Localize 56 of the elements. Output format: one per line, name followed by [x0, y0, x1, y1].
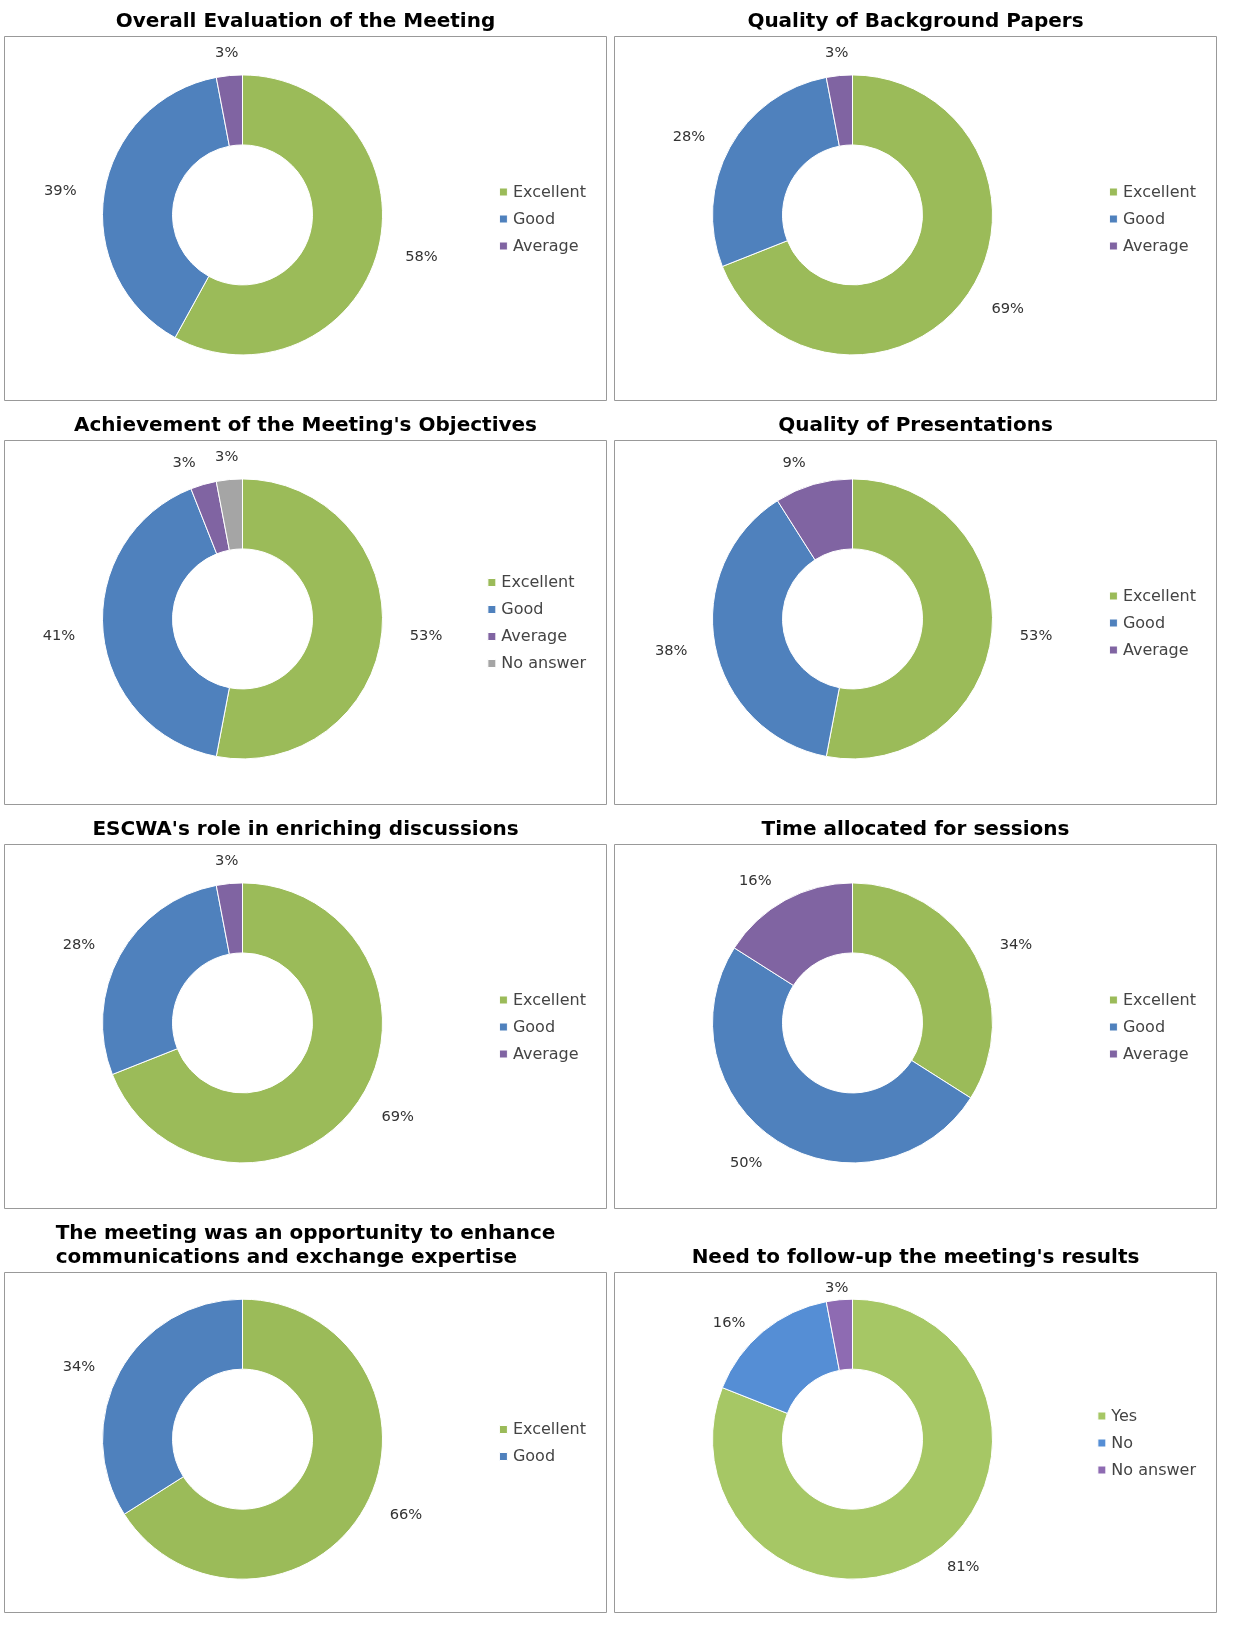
data-label: 9% — [782, 452, 806, 470]
data-label: 34% — [999, 935, 1033, 953]
legend-label: Average — [1122, 1043, 1189, 1063]
legend-label: Good — [512, 1446, 556, 1465]
legend-label: No — [1111, 1432, 1134, 1452]
data-label: 38% — [654, 641, 688, 659]
data-label: 81% — [946, 1557, 980, 1575]
data-label: 3% — [172, 452, 196, 470]
chart-title: The meeting was an opportunity to enhance communications and exchange expertise — [55, 1219, 556, 1268]
legend-label: Good — [512, 1016, 556, 1036]
legend-label: Good — [512, 208, 556, 228]
chart-title: Quality of Background Papers — [747, 7, 1084, 32]
data-label: 69% — [991, 298, 1025, 316]
legend-label: Excellent — [512, 181, 586, 201]
legend-label: Excellent — [501, 572, 575, 591]
data-label: 3% — [825, 1278, 849, 1296]
data-label: 53% — [1019, 625, 1053, 643]
data-label: 41% — [42, 625, 76, 643]
legend-label: No answer — [501, 653, 586, 672]
data-label: 66% — [389, 1504, 423, 1522]
data-label: 16% — [738, 870, 772, 888]
chart-title: Overall Evaluation of the Meeting — [115, 7, 496, 32]
legend-label: Average — [1122, 639, 1189, 659]
data-label: 34% — [62, 1356, 96, 1374]
data-label: 69% — [381, 1106, 415, 1124]
legend-label: Good — [501, 599, 544, 618]
legend-label: Excellent — [512, 989, 586, 1009]
chart-title: Time allocated for sessions — [761, 815, 1070, 840]
data-label: 58% — [405, 247, 438, 265]
legend-label: Average — [501, 626, 568, 645]
data-label: 3% — [215, 447, 239, 464]
legend-label: Excellent — [1122, 585, 1196, 605]
chart-title: ESCWA's role in enriching discussions — [92, 815, 519, 840]
legend-label: Excellent — [1122, 181, 1196, 201]
legend-label: Average — [512, 1043, 579, 1063]
legend-label: Good — [1122, 1016, 1166, 1036]
data-label: 53% — [409, 625, 443, 643]
legend-label: Good — [1122, 612, 1166, 632]
data-label: 3% — [215, 43, 239, 60]
legend-label: Excellent — [1122, 989, 1196, 1009]
data-label: 39% — [43, 180, 77, 198]
data-label: 3% — [825, 43, 849, 60]
chart-title: Quality of Presentations — [778, 411, 1053, 436]
legend-label: Average — [512, 235, 579, 255]
data-label: 28% — [62, 935, 96, 953]
chart-title: Achievement of the Meeting's Objectives — [74, 411, 537, 436]
legend-label: Average — [1122, 235, 1189, 255]
legend-label: Yes — [1111, 1405, 1138, 1425]
chart-title: Need to follow-up the meeting's results — [691, 1243, 1140, 1268]
legend-label: Excellent — [512, 1419, 586, 1438]
data-label: 50% — [729, 1153, 763, 1171]
data-label: 28% — [672, 127, 706, 145]
legend-label: Good — [1122, 208, 1166, 228]
data-label: 3% — [215, 851, 239, 868]
data-label: 16% — [712, 1312, 746, 1330]
legend-label: No answer — [1111, 1459, 1196, 1479]
